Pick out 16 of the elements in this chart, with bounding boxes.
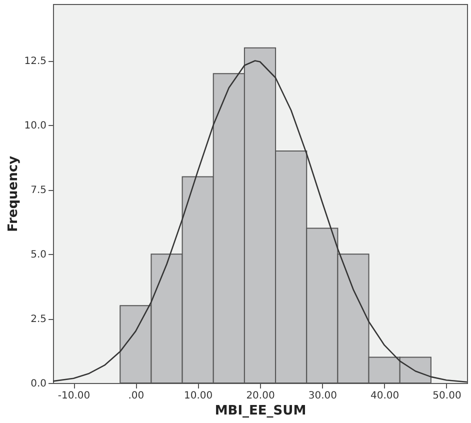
y-tick-label: 12.5 <box>24 56 46 68</box>
y-tick-label: 10.0 <box>24 120 46 132</box>
x-tick-label: 40.00 <box>370 390 400 402</box>
x-tick-label: 50.00 <box>432 390 462 402</box>
x-tick-label: 10.00 <box>184 390 213 402</box>
y-tick-label: 5.0 <box>30 250 46 261</box>
y-tick-label: 2.5 <box>30 314 46 326</box>
x-tick-label: 30.00 <box>308 390 337 402</box>
x-tick-label: -10.00 <box>58 390 90 402</box>
y-axis-title: Frequency <box>6 155 22 232</box>
y-tick-label: 0.0 <box>30 378 46 390</box>
y-tick-label: 7.5 <box>30 185 46 196</box>
x-axis-title: MBI_EE_SUM <box>214 404 306 418</box>
x-tick-label: .00 <box>128 390 144 402</box>
x-tick-label: 20.00 <box>246 390 275 402</box>
line-series <box>53 60 467 383</box>
